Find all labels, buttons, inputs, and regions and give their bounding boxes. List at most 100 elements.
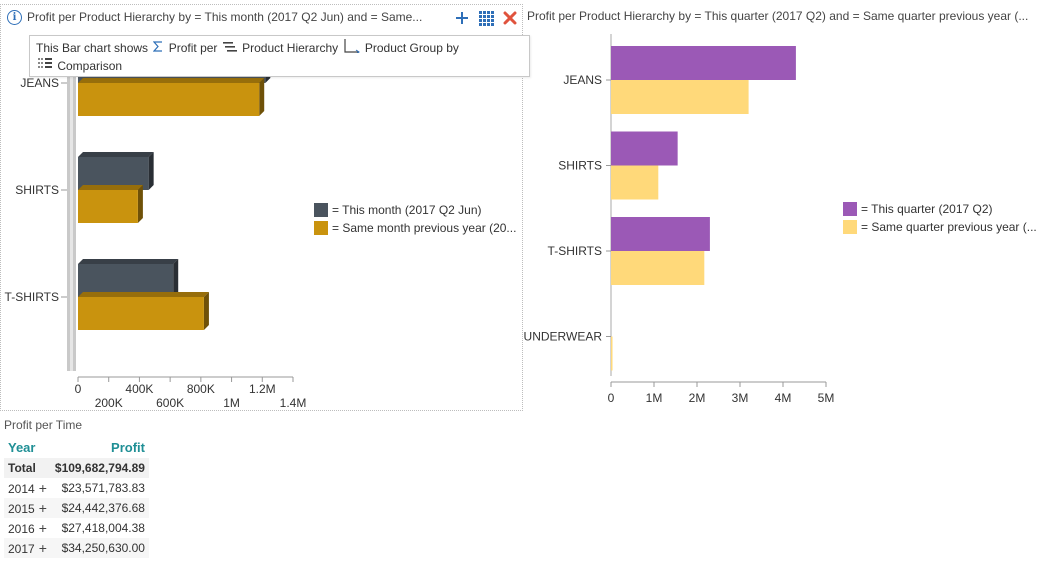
category-label: JEANS: [20, 76, 59, 90]
table-row: 2016 + $27,418,004.38: [4, 518, 149, 538]
legend-label: = This quarter (2017 Q2): [861, 202, 993, 216]
bar: [611, 217, 710, 251]
x-tick-label: 800K: [187, 382, 215, 396]
profit-table: Year Profit Total $109,682,794.89 2014 + …: [4, 438, 149, 558]
year-label: 2016: [8, 522, 35, 536]
hierarchy-icon: [222, 40, 237, 56]
bar-side-face: [148, 152, 154, 190]
category-label: T-SHIRTS: [548, 244, 602, 258]
left-chart-panel: i Profit per Product Hierarchy by = This…: [0, 4, 530, 411]
tooltip-prefix: This Bar chart shows: [36, 41, 149, 55]
bar: [611, 165, 659, 200]
x-tick-label: 0: [75, 382, 82, 396]
category-label: JEANS: [563, 73, 602, 87]
x-tick-label: 2M: [689, 391, 706, 405]
category-label: SHIRTS: [558, 159, 602, 173]
left-chart-legend: = This month (2017 Q2 Jun) = Same month …: [314, 201, 516, 237]
x-tick-label: 1M: [223, 396, 240, 410]
x-tick-label: 200K: [95, 396, 123, 410]
tooltip-dimension: Product Hierarchy: [242, 41, 339, 55]
x-tick-label: 1M: [646, 391, 663, 405]
bar-side-face: [259, 78, 265, 116]
bar: [611, 46, 796, 80]
expand-plus-icon[interactable]: +: [38, 540, 47, 556]
legend-swatch: [843, 220, 857, 234]
legend-label: = Same month previous year (20...: [332, 221, 517, 235]
chart-wall-highlight: [70, 65, 73, 371]
bar: [611, 80, 749, 114]
legend-item[interactable]: = Same month previous year (20...: [314, 219, 516, 237]
legend-swatch: [843, 202, 857, 216]
grid-icon[interactable]: [477, 9, 495, 27]
legend-swatch: [314, 203, 328, 217]
profit-column-header[interactable]: Profit: [111, 440, 145, 455]
bar-top-face: [78, 185, 143, 190]
legend-label: = Same quarter previous year (...: [861, 220, 1037, 234]
bar: [78, 157, 149, 190]
year-cell: 2015 +: [4, 498, 51, 518]
legend-item[interactable]: = This quarter (2017 Q2): [843, 200, 1037, 218]
table-row: 2014 + $23,571,783.83: [4, 478, 149, 498]
right-chart-legend: = This quarter (2017 Q2) = Same quarter …: [843, 200, 1037, 236]
axis-icon: [343, 39, 360, 57]
legend-item[interactable]: = Same quarter previous year (...: [843, 218, 1037, 236]
x-tick-label: 4M: [775, 391, 792, 405]
bar-side-face: [203, 292, 209, 330]
left-chart-header: i Profit per Product Hierarchy by = This…: [1, 5, 422, 29]
total-value: $109,682,794.89: [50, 458, 149, 478]
tooltip-group: Product Group by: [364, 41, 459, 55]
expand-plus-icon[interactable]: +: [38, 520, 47, 536]
bar: [78, 264, 174, 297]
x-tick-label: 400K: [125, 382, 153, 396]
expand-plus-icon[interactable]: +: [38, 500, 47, 516]
comparison-icon: [38, 57, 52, 74]
profit-per-time-section: Profit per Time Year Profit Total $109,6…: [4, 418, 204, 558]
x-tick-label: 600K: [156, 396, 184, 410]
year-cell: 2017 +: [4, 538, 51, 558]
year-cell: 2016 +: [4, 518, 51, 538]
bar: [78, 83, 260, 116]
bar-top-face: [78, 152, 154, 157]
table-row: 2017 + $34,250,630.00: [4, 538, 149, 558]
legend-label: = This month (2017 Q2 Jun): [332, 203, 482, 217]
profit-cell: $23,571,783.83: [61, 481, 145, 495]
total-label: Total: [4, 458, 51, 478]
x-tick-label: 1.2M: [249, 382, 276, 396]
table-row: 2015 + $24,442,376.68: [4, 498, 149, 518]
year-label: 2015: [8, 502, 35, 516]
table-title: Profit per Time: [4, 418, 83, 432]
expand-plus-icon[interactable]: +: [38, 480, 47, 496]
tooltip-comparison: Comparison: [57, 58, 123, 73]
table-header-row: Year Profit: [4, 438, 149, 458]
bar: [78, 190, 138, 223]
right-chart-panel: Profit per Product Hierarchy by = This q…: [524, 4, 1042, 411]
sigma-icon: [153, 40, 163, 56]
x-tick-label: 0: [608, 391, 615, 405]
right-chart-title: Profit per Product Hierarchy by = This q…: [527, 9, 1029, 23]
year-label: 2014: [8, 482, 35, 496]
bar-top-face: [78, 259, 179, 264]
x-tick-label: 5M: [818, 391, 835, 405]
close-icon[interactable]: [501, 9, 519, 27]
chart-description-tooltip: This Bar chart shows Profit per Product …: [29, 35, 530, 77]
profit-cell: $27,418,004.38: [61, 521, 145, 535]
total-row: Total $109,682,794.89: [4, 458, 149, 478]
year-cell: 2014 +: [4, 478, 51, 498]
legend-swatch: [314, 221, 328, 235]
category-label: UNDERWEAR: [524, 330, 602, 344]
bar-top-face: [78, 292, 209, 297]
year-column-header[interactable]: Year: [8, 440, 36, 455]
bar-side-face: [137, 185, 143, 223]
tooltip-measure: Profit per: [168, 41, 218, 55]
category-label: SHIRTS: [15, 183, 59, 197]
right-bar-chart: JEANS SHIRTS T-SHIRTS UNDERWEAR 0 1M 2M 3M 4M 5M: [524, 34, 835, 405]
year-label: 2017: [8, 542, 35, 556]
bar: [78, 297, 204, 330]
legend-item[interactable]: = This month (2017 Q2 Jun): [314, 201, 516, 219]
bar: [611, 336, 613, 371]
bar-side-face: [173, 259, 179, 297]
bar: [611, 131, 678, 166]
plus-icon[interactable]: [453, 9, 471, 27]
info-icon[interactable]: i: [7, 9, 22, 25]
profit-cell: $24,442,376.68: [50, 498, 149, 518]
